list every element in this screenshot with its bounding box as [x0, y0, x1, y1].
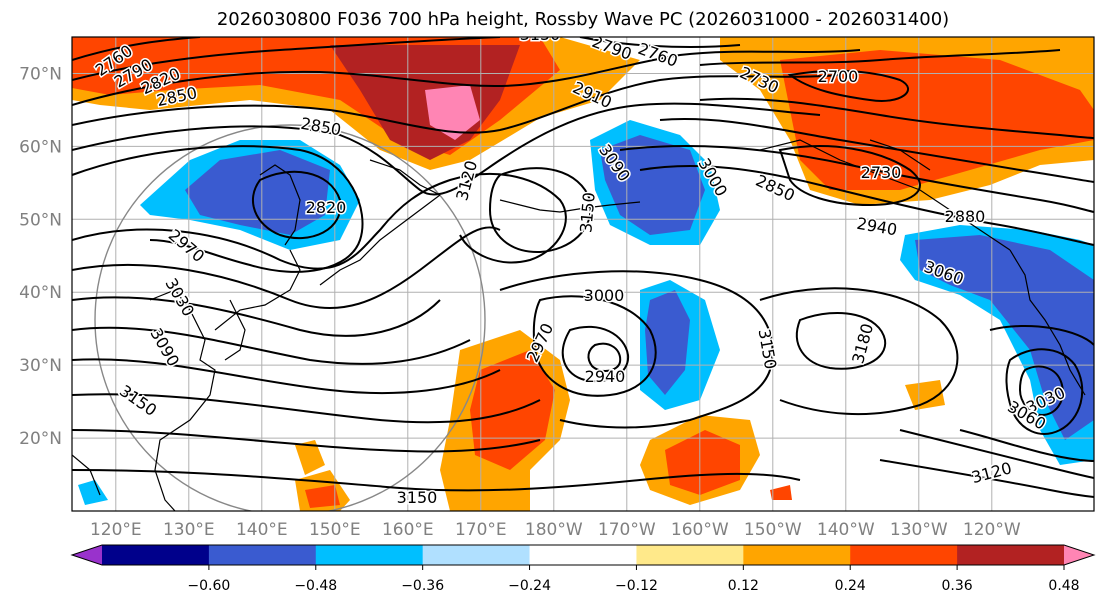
longitude-tick-label: 140°E [236, 520, 288, 540]
contour-label: 3150 [397, 488, 438, 507]
longitude-tick-label: 170°E [455, 520, 507, 540]
contour-label: 2820 [306, 198, 347, 217]
colorbar-tick-label: 0.48 [1048, 578, 1079, 594]
contour-label: 2940 [585, 367, 626, 386]
longitude-tick-label: 150°E [309, 520, 361, 540]
positive-anomaly-shading [72, 37, 1094, 511]
colorbar-tick-label: 0.12 [728, 578, 759, 594]
colorbar-segment [529, 545, 637, 565]
latitude-tick-labels: 70°N 60°N 50°N 40°N 30°N 20°N [19, 64, 62, 449]
colorbar-segment [636, 545, 744, 565]
colorbar-outline [70, 544, 1096, 566]
longitude-tick-label: 180°W [525, 520, 583, 540]
figure-title: 2026030800 F036 700 hPa height, Rossby W… [217, 9, 949, 30]
contour-label: 3150 [520, 25, 561, 44]
colorbar-tick-label: 0.36 [942, 578, 973, 594]
colorbar-segment [208, 545, 317, 565]
colorbar-segment [957, 545, 1065, 565]
reference-circle [94, 124, 486, 511]
colorbar-tick-label: −0.60 [187, 578, 230, 594]
colorbar-segment [743, 545, 851, 565]
longitude-tick-label: 140°W [817, 520, 875, 540]
negative-anomaly-shading [78, 120, 1094, 505]
latitude-tick-label: 50°N [19, 210, 62, 230]
map-frame [71, 36, 1095, 512]
contour-label: 2880 [945, 207, 986, 226]
map-panel: 2760279028202850285028202970303030903150… [72, 25, 1094, 511]
colorbar-tick-label: −0.24 [508, 578, 551, 594]
longitude-tick-labels: 120°E 130°E 140°E 150°E 160°E 170°E 180°W 170°W… [90, 520, 1021, 540]
longitude-tick-label: 130°W [890, 520, 948, 540]
colorbar-extend-low [72, 545, 102, 565]
longitude-tick-label: 120°W [963, 520, 1021, 540]
latitude-tick-label: 30°N [19, 356, 62, 376]
colorbar-segment [102, 545, 210, 565]
colorbar-extend-high [1064, 545, 1094, 565]
colorbar-tick-label: −0.12 [615, 578, 658, 594]
longitude-tick-label: 170°W [598, 520, 656, 540]
longitude-tick-label: 130°E [163, 520, 215, 540]
colorbar-segment [422, 545, 531, 565]
colorbar: −0.60 −0.48 −0.36 −0.24 −0.12 0.12 0.24 0.36 0.4… [70, 544, 1096, 594]
colorbar-tick-label: 0.24 [835, 578, 866, 594]
longitude-tick-label: 160°E [382, 520, 434, 540]
contour-label: 2730 [861, 163, 902, 182]
longitude-tick-label: 160°W [671, 520, 729, 540]
latitude-tick-label: 40°N [19, 283, 62, 303]
colorbar-tick-label: −0.36 [401, 578, 444, 594]
longitude-tick-label: 120°E [90, 520, 142, 540]
latitude-tick-label: 70°N [19, 64, 62, 84]
height-contours [72, 37, 1094, 498]
colorbar-segment [315, 545, 424, 565]
latitude-tick-label: 60°N [19, 137, 62, 157]
colorbar-segment [850, 545, 958, 565]
latitude-tick-label: 20°N [19, 429, 62, 449]
contour-label: 2700 [818, 67, 859, 86]
contour-label: 3150 [576, 191, 598, 233]
longitude-tick-label: 150°W [744, 520, 802, 540]
contour-label: 3000 [584, 286, 625, 305]
colorbar-tick-label: −0.48 [294, 578, 337, 594]
